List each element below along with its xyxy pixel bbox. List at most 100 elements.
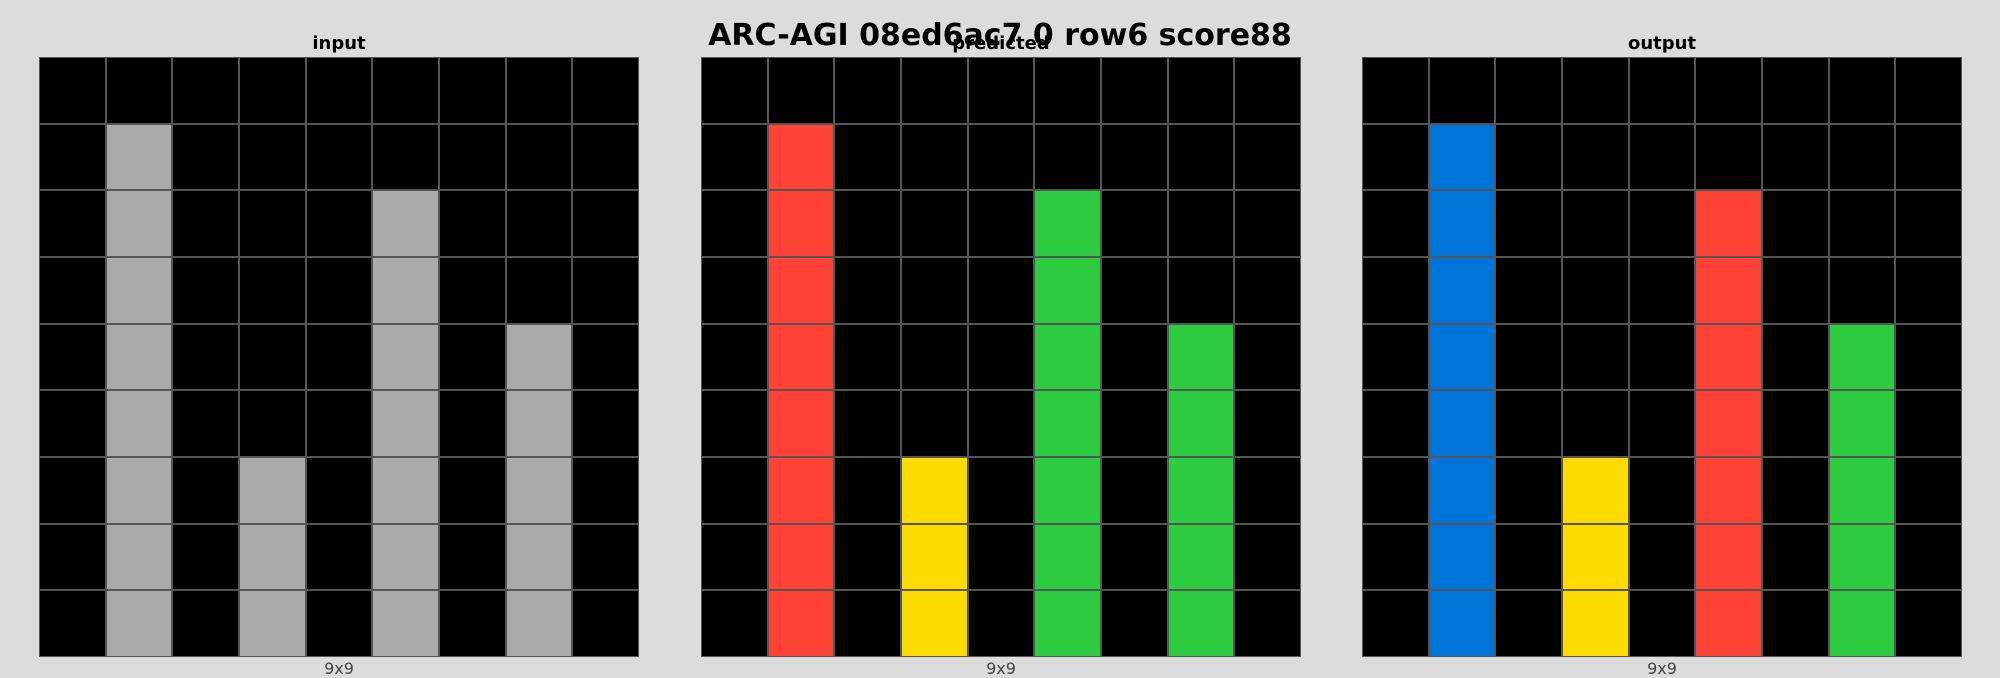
grid-cell — [105, 323, 173, 391]
grid-cell — [1362, 590, 1429, 657]
grid-cell — [572, 523, 639, 591]
grid-cell — [1428, 323, 1496, 391]
grid-cell — [901, 590, 968, 657]
grid-cell — [372, 257, 439, 324]
grid-cell — [1628, 57, 1696, 124]
grid-cell — [901, 323, 968, 391]
grid-cell — [967, 390, 1035, 457]
grid-cell — [439, 123, 506, 191]
grid-cell — [1428, 123, 1496, 191]
grid-cell — [105, 523, 173, 591]
grid-cell — [39, 457, 106, 524]
grid-cell — [1362, 257, 1429, 324]
grid-cell — [701, 590, 768, 657]
grid-cell — [1762, 123, 1829, 191]
grid-cell — [1895, 390, 1962, 457]
grid-cell — [1695, 257, 1762, 324]
grid-cell — [1828, 57, 1896, 124]
grid-cell — [1101, 457, 1168, 524]
grid-cell — [1895, 123, 1962, 191]
grid-cell — [1034, 123, 1101, 191]
grid-cell — [1695, 323, 1762, 391]
grid-cell — [1762, 390, 1829, 457]
grid-cell — [767, 590, 835, 657]
grid-cell — [767, 390, 835, 457]
grid-cell — [1562, 257, 1629, 324]
grid-cell — [105, 123, 173, 191]
grid-cell — [105, 190, 173, 257]
grid-cell — [1695, 523, 1762, 591]
grid-cell — [1895, 590, 1962, 657]
grid-cell — [572, 590, 639, 657]
grid-cell — [1628, 523, 1696, 591]
grid-cell — [834, 190, 901, 257]
grid-cell — [1628, 323, 1696, 391]
grid-cell — [1762, 523, 1829, 591]
grid-cell — [1101, 257, 1168, 324]
grid-cell — [834, 523, 901, 591]
grid-cell — [572, 190, 639, 257]
grid-cell — [901, 123, 968, 191]
grid-cell — [1362, 457, 1429, 524]
grid-cell — [1101, 523, 1168, 591]
grid-cell — [1362, 523, 1429, 591]
grid-cell — [967, 590, 1035, 657]
grid-cell — [1362, 123, 1429, 191]
grid-cell — [1762, 323, 1829, 391]
grid-cell — [1034, 323, 1101, 391]
grid-cell — [39, 257, 106, 324]
grid-cell — [39, 390, 106, 457]
grid-cell — [1562, 323, 1629, 391]
grid-cell — [901, 390, 968, 457]
grid-cell — [1034, 457, 1101, 524]
grid-cell — [305, 590, 373, 657]
output-grid-size: 9x9 — [1647, 659, 1677, 678]
grid-cell — [305, 390, 373, 457]
grid-cell — [239, 590, 306, 657]
grid-cell — [505, 457, 573, 524]
grid-cell — [505, 523, 573, 591]
grid-cell — [1362, 323, 1429, 391]
grid-cell — [305, 323, 373, 391]
grid-cell — [305, 123, 373, 191]
grid-cell — [1167, 323, 1235, 391]
grid-cell — [239, 123, 306, 191]
grid-cell — [767, 257, 835, 324]
grid-cell — [39, 323, 106, 391]
grid-cell — [967, 257, 1035, 324]
grid-cell — [39, 57, 106, 124]
grid-cell — [439, 523, 506, 591]
grid-cell — [1495, 190, 1562, 257]
grid-cell — [834, 390, 901, 457]
grid-cell — [572, 390, 639, 457]
grid-cell — [1562, 190, 1629, 257]
grid-cell — [305, 257, 373, 324]
grid-cell — [701, 123, 768, 191]
grid-cell — [1167, 190, 1235, 257]
grid-cell — [505, 390, 573, 457]
grid-cell — [1828, 523, 1896, 591]
grid-cell — [172, 57, 239, 124]
figure-title: ARC-AGI 08ed6ac7 0 row6 score88 — [708, 18, 1292, 53]
grid-cell — [701, 57, 768, 124]
grid-cell — [1695, 190, 1762, 257]
grid-cell — [1562, 57, 1629, 124]
grid-cell — [701, 257, 768, 324]
grid-cell — [505, 323, 573, 391]
grid-cell — [1562, 457, 1629, 524]
grid-cell — [901, 190, 968, 257]
grid-cell — [1234, 390, 1301, 457]
grid-cell — [967, 123, 1035, 191]
grid-cell — [1101, 390, 1168, 457]
grid-cell — [834, 590, 901, 657]
input-grid-size: 9x9 — [324, 659, 354, 678]
grid-cell — [105, 57, 173, 124]
grid-cell — [901, 457, 968, 524]
grid-cell — [239, 323, 306, 391]
grid-cell — [1495, 57, 1562, 124]
grid-cell — [1034, 390, 1101, 457]
grid-cell — [239, 190, 306, 257]
grid-cell — [1828, 190, 1896, 257]
grid-cell — [105, 590, 173, 657]
grid-cell — [1167, 57, 1235, 124]
